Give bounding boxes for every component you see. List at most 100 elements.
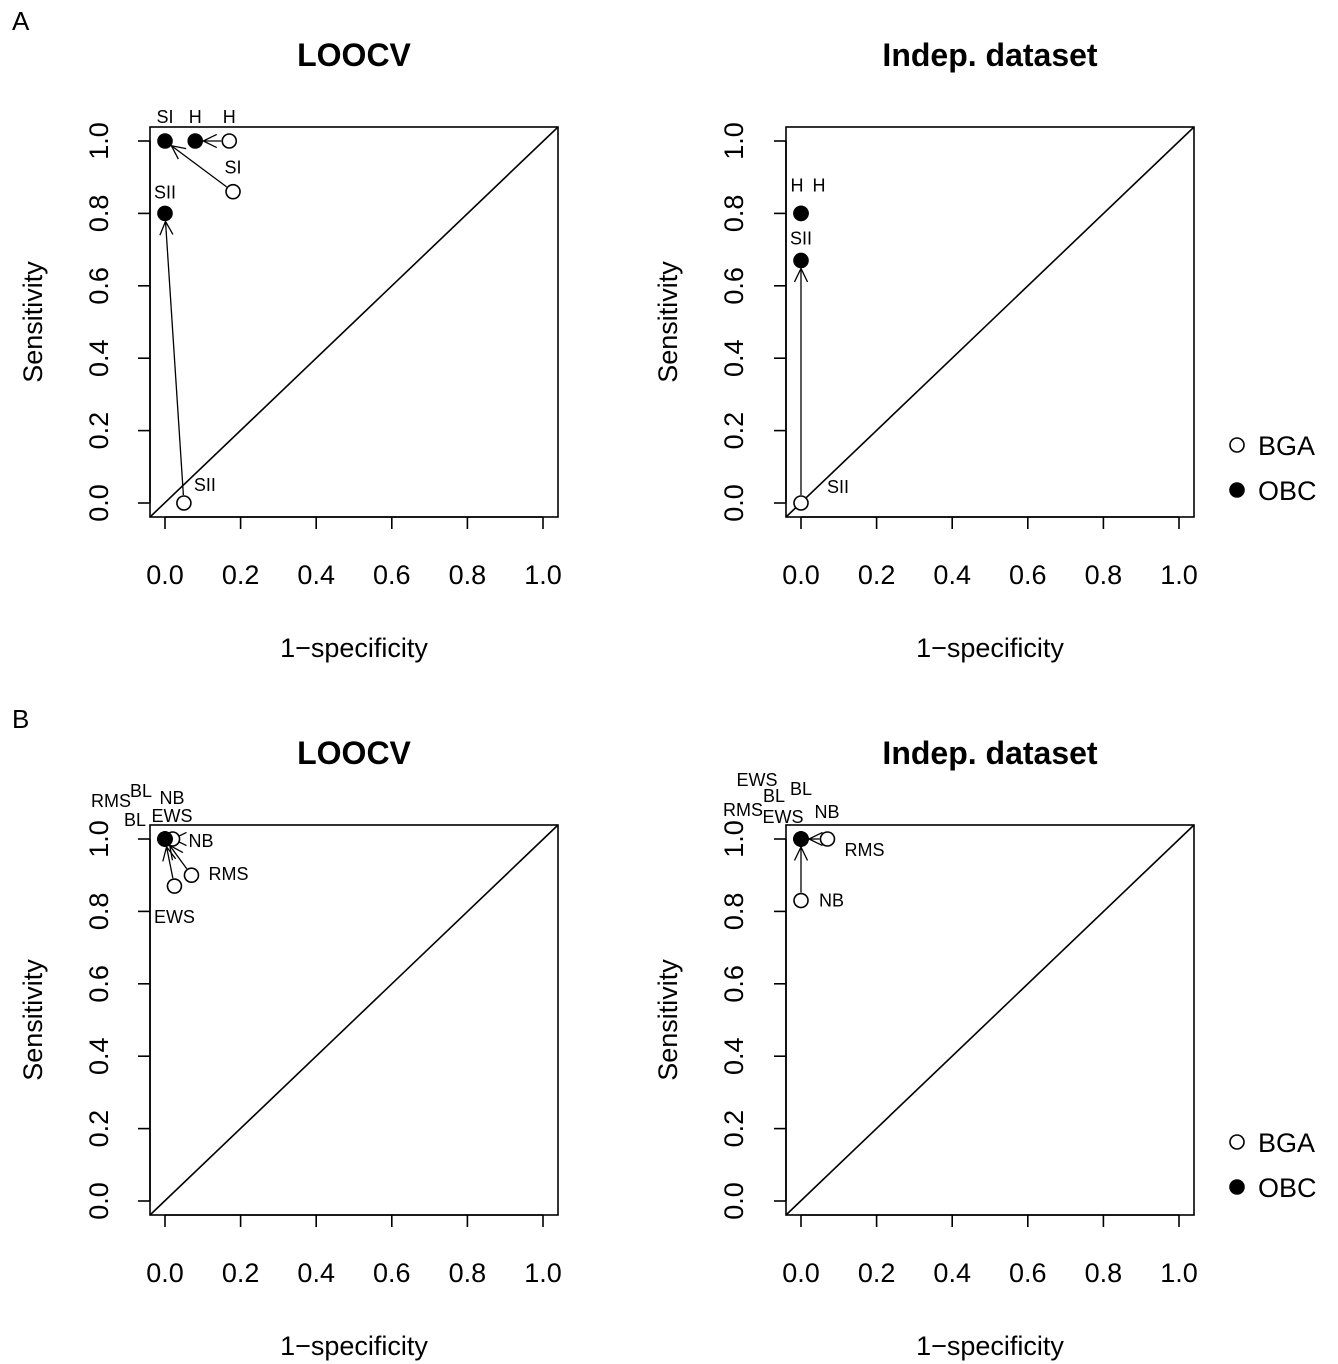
chart-panel-3: LOOCV 0.0 0.2 0.4 0.6 0.8 1.0 1−specificity 0.0 0… (18, 735, 562, 1361)
point-label: BL (790, 779, 812, 799)
legend-obc-symbol (1229, 1179, 1245, 1195)
x-tick-label: 0.8 (449, 560, 487, 590)
arrow-shaft (165, 846, 174, 879)
x-axis-label: 1−specificity (916, 1331, 1064, 1361)
x-tick-label: 0.8 (1085, 560, 1123, 590)
obc-point (793, 205, 809, 222)
y-tick-label: 0.0 (719, 484, 749, 522)
diagonal-line (149, 126, 559, 518)
arrow (201, 133, 222, 149)
bga-point (176, 495, 192, 511)
arrow (793, 266, 809, 495)
legend-bga-symbol (1229, 437, 1245, 453)
point-label: NB (189, 831, 214, 851)
chart-title: LOOCV (297, 37, 411, 73)
diagonal-line (785, 824, 1195, 1216)
y-tick-label: 0.0 (84, 1182, 114, 1220)
obc-point (793, 252, 809, 269)
point-label: RMS (844, 840, 884, 860)
obc-point (157, 133, 173, 149)
y-tick-label: 0.2 (719, 1110, 749, 1148)
point-label: EWS (736, 770, 777, 790)
chart-title: LOOCV (297, 735, 411, 771)
y-tick-label: 0.8 (719, 195, 749, 233)
arrow-shaft (164, 221, 185, 496)
x-tick-label: 0.2 (222, 1258, 260, 1288)
chart-title: Indep. dataset (882, 735, 1098, 771)
y-tick-label: 0.6 (719, 965, 749, 1003)
x-tick-label: 0.0 (782, 1258, 820, 1288)
legend-label: BGA (1258, 1128, 1315, 1158)
legend-label: BGA (1258, 431, 1315, 461)
y-tick-label: 1.0 (84, 122, 114, 160)
x-tick-label: 0.0 (146, 560, 184, 590)
x-tick-label: 0.2 (858, 1258, 896, 1288)
arrow (168, 844, 188, 870)
arrow-head (793, 266, 809, 283)
x-tick-label: 0.4 (297, 560, 335, 590)
point-label: H (791, 175, 804, 195)
point-label: EWS (762, 807, 803, 827)
point-label: BL (130, 781, 152, 801)
point-label: BL (124, 810, 146, 830)
x-tick-label: 0.4 (933, 1258, 971, 1288)
x-tick-label: 1.0 (1160, 560, 1198, 590)
point-label: SII (827, 477, 849, 497)
x-tick-label: 0.0 (782, 560, 820, 590)
arrow (793, 845, 809, 893)
diagonal-line (785, 126, 1195, 518)
point-label: SII (154, 182, 176, 202)
y-tick-label: 0.2 (84, 1110, 114, 1148)
x-tick-label: 0.6 (1009, 560, 1047, 590)
y-tick-label: 0.0 (84, 484, 114, 522)
arrow-head (159, 219, 174, 236)
x-tick-label: 0.4 (933, 560, 971, 590)
point-label: BL (763, 786, 785, 806)
point-label: RMS (723, 800, 763, 820)
point-label: H (223, 107, 236, 127)
point-label: RMS (91, 791, 131, 811)
y-tick-label: 0.4 (719, 339, 749, 377)
arrow-head (162, 845, 177, 862)
diagonal-line (149, 824, 559, 1216)
legend-label: OBC (1258, 1173, 1317, 1203)
x-tick-label: 0.8 (449, 1258, 487, 1288)
arrow (162, 845, 177, 879)
x-tick-label: 0.4 (297, 1258, 335, 1288)
point-label: EWS (151, 806, 192, 826)
chart-panel-2: Indep. dataset 0.0 0.2 0.4 0.6 0.8 1.0 1−specif… (653, 37, 1198, 663)
point-label: RMS (208, 864, 248, 884)
y-axis-label: Sensitivity (18, 261, 48, 383)
x-tick-label: 1.0 (524, 560, 562, 590)
legend-a: BGA OBC (1229, 431, 1317, 506)
arrow-head (793, 845, 809, 861)
arrow-head (807, 831, 823, 847)
point-label: NB (819, 891, 844, 911)
point-label: SI (225, 158, 242, 178)
legend-label: OBC (1258, 476, 1317, 506)
point-label: SII (790, 228, 812, 248)
point-label: SII (194, 475, 216, 495)
y-axis-label: Sensitivity (653, 261, 683, 383)
y-tick-label: 0.8 (719, 893, 749, 931)
arrow-shaft (171, 145, 228, 188)
y-tick-label: 0.4 (84, 339, 114, 377)
bga-point (183, 867, 200, 884)
bga-point (793, 495, 809, 511)
obc-point (157, 831, 173, 847)
x-axis-label: 1−specificity (280, 1331, 428, 1361)
obc-point (157, 205, 173, 222)
panel-label-b: B (12, 704, 30, 734)
x-tick-label: 0.6 (373, 560, 411, 590)
arrow-head (170, 144, 187, 160)
panel-label-a: A (12, 6, 30, 36)
y-tick-label: 0.8 (84, 195, 114, 233)
legend-obc-symbol (1229, 482, 1245, 498)
x-tick-label: 0.8 (1085, 1258, 1123, 1288)
x-axis-label: 1−specificity (280, 633, 428, 663)
y-tick-label: 0.2 (719, 412, 749, 450)
x-tick-label: 0.2 (222, 560, 260, 590)
point-label: H (813, 175, 826, 195)
arrow (159, 219, 185, 496)
